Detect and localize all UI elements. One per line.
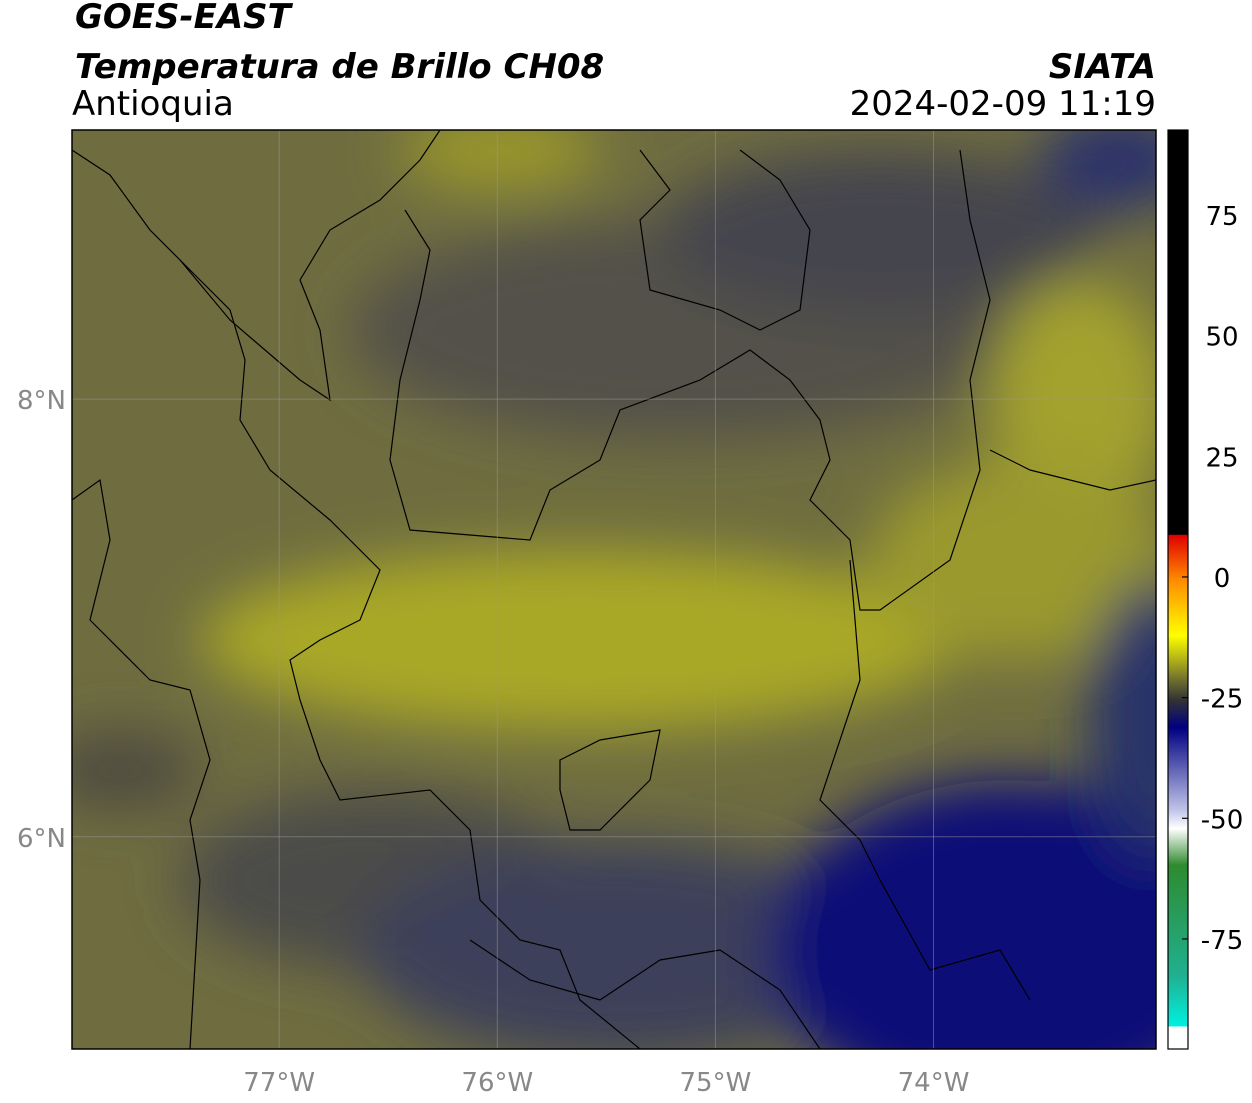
colorbar-tick-label: -50 [1201,805,1243,835]
x-tick-label: 75°W [680,1068,752,1098]
colorbar-tick-label: 50 [1205,323,1238,353]
grid [72,130,1156,1049]
subtitle: Temperatura de Brillo CH08 [75,47,604,87]
datetime: 2024-02-09 11:19 [850,84,1156,124]
y-tick-label: 8°N [17,386,66,416]
satellite-image [72,130,1156,1049]
source: SIATA [1049,47,1156,87]
x-tick-label: 74°W [898,1068,970,1098]
y-tick-label: 6°N [17,824,66,854]
colorbar-tick-label: 25 [1205,443,1238,473]
region: Antioquia [72,84,234,124]
map-frame [71,129,1157,1050]
title: GOES-EAST [75,0,294,37]
colorbar-tick-label: 75 [1205,202,1238,232]
x-tick-label: 77°W [243,1068,315,1098]
colorbar [1167,129,1189,1050]
x-tick-label: 76°W [461,1068,533,1098]
colorbar-tick-label: -75 [1201,926,1243,956]
colorbar-tick-label: -25 [1201,685,1243,715]
colorbar-tick-label: 0 [1214,564,1231,594]
